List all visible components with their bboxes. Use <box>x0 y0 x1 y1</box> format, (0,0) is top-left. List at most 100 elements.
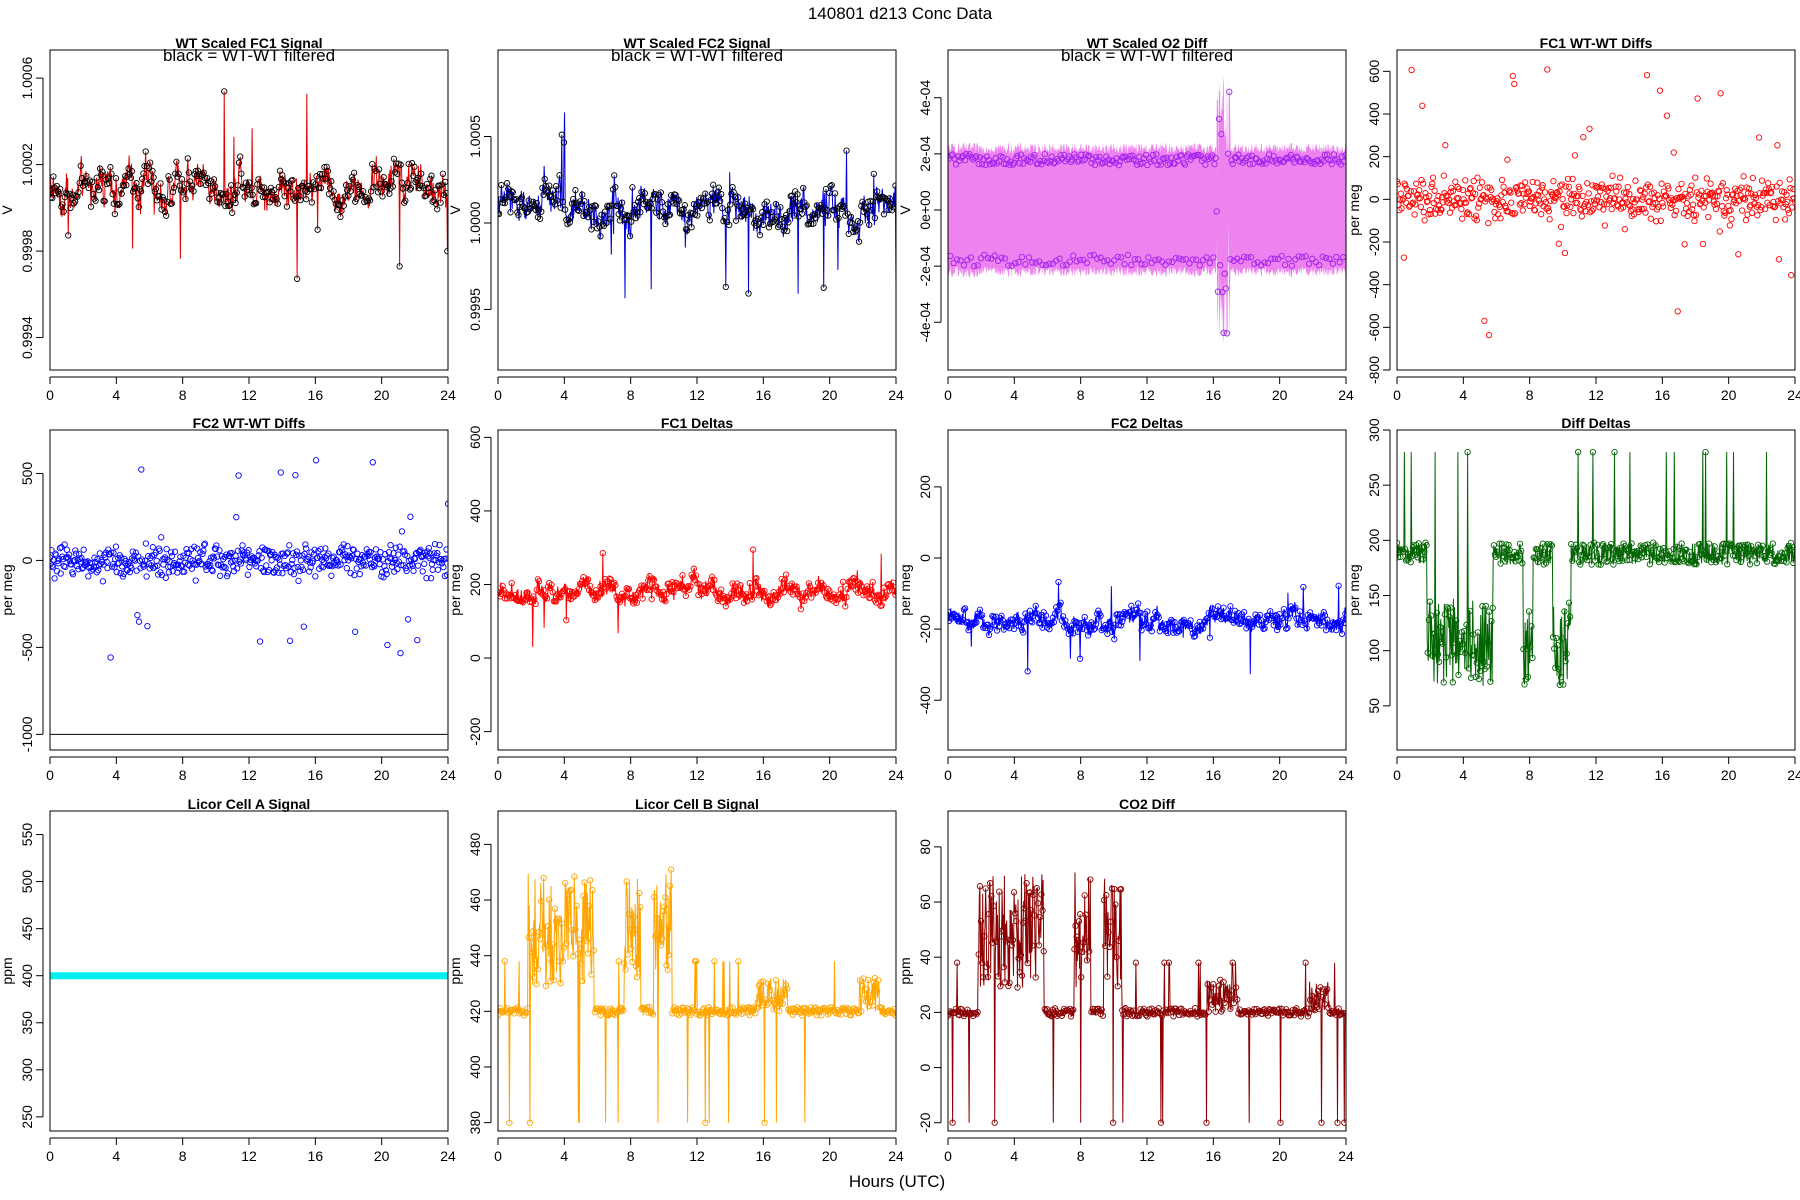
data-point <box>538 898 545 905</box>
data-point <box>950 259 957 267</box>
data-point <box>1722 195 1730 202</box>
data-point <box>421 560 428 567</box>
data-point <box>650 576 658 584</box>
data-point <box>1558 635 1566 642</box>
data-point <box>1669 201 1676 208</box>
data-point <box>1654 192 1661 199</box>
data-point <box>122 560 129 567</box>
data-point <box>1046 260 1053 267</box>
data-point <box>802 203 809 210</box>
data-point <box>56 544 64 552</box>
data-point <box>981 933 988 940</box>
data-point <box>1719 180 1727 187</box>
data-point <box>667 192 675 199</box>
x-tick-label: 24 <box>1338 387 1354 403</box>
data-point <box>990 160 997 167</box>
band-area <box>948 75 1346 345</box>
y-tick-label: 250 <box>1366 473 1382 497</box>
data-point <box>737 582 744 589</box>
data-point <box>348 552 356 560</box>
y-axis-label: per meg <box>447 564 463 615</box>
data-point <box>118 554 125 561</box>
data-point <box>1215 609 1223 616</box>
data-point <box>525 197 532 204</box>
data-point <box>1495 551 1502 558</box>
data-point <box>112 175 120 182</box>
data-point <box>508 579 515 587</box>
data-point <box>563 617 570 624</box>
data-point <box>1342 610 1346 618</box>
data-point <box>872 599 880 606</box>
data-point <box>315 184 322 191</box>
data-point <box>762 205 769 213</box>
data-point <box>631 926 638 933</box>
data-point <box>526 1119 534 1126</box>
data-point <box>1215 982 1223 989</box>
data-point <box>735 194 742 201</box>
data-point <box>534 965 542 973</box>
data-point <box>1574 199 1581 207</box>
data-point <box>92 197 99 204</box>
data-point <box>1213 208 1220 215</box>
data-point <box>1102 942 1109 950</box>
data-point <box>1563 650 1570 657</box>
data-point <box>1401 545 1409 553</box>
data-point <box>662 894 669 901</box>
data-point <box>244 183 252 190</box>
data-point <box>1220 329 1227 336</box>
data-point <box>657 189 664 196</box>
data-point <box>1505 208 1512 215</box>
data-point <box>1485 331 1493 339</box>
panel-title: FC1 Deltas <box>661 415 734 431</box>
data-point <box>1580 133 1587 141</box>
data-point <box>1426 192 1433 200</box>
data-point <box>1547 541 1554 548</box>
data-point <box>1772 216 1779 224</box>
data-point <box>94 184 101 191</box>
data-point <box>1459 640 1467 648</box>
data-point <box>1556 681 1563 688</box>
data-point <box>680 206 687 213</box>
data-point <box>429 566 436 573</box>
data-point <box>382 567 390 574</box>
data-point <box>1646 561 1653 568</box>
data-point <box>85 184 92 192</box>
data-point <box>1539 540 1546 547</box>
data-point <box>1162 261 1169 269</box>
data-point <box>818 1012 825 1019</box>
data-point <box>1320 609 1327 616</box>
data-point <box>956 1012 963 1019</box>
data-point <box>341 193 349 200</box>
y-tick-label: 0 <box>917 1063 933 1071</box>
data-point <box>1727 207 1734 214</box>
data-point <box>555 915 562 923</box>
data-point <box>312 181 319 188</box>
data-point <box>235 472 242 479</box>
data-point <box>1073 933 1080 940</box>
data-point <box>1031 912 1038 919</box>
data-point <box>1010 889 1018 896</box>
data-point <box>1524 185 1531 192</box>
data-point <box>1553 189 1560 197</box>
x-tick-label: 4 <box>1010 1148 1018 1164</box>
x-tick-label: 8 <box>627 387 635 403</box>
panel-title: Licor Cell B Signal <box>635 796 759 812</box>
data-point <box>321 163 328 171</box>
data-point <box>322 545 329 552</box>
data-point <box>65 232 72 239</box>
data-point <box>1620 189 1628 196</box>
data-point <box>50 194 56 202</box>
data-point <box>1580 542 1587 549</box>
data-point <box>1079 625 1086 632</box>
data-point <box>535 928 543 936</box>
data-point <box>868 207 875 214</box>
data-point <box>764 980 772 987</box>
data-point <box>181 568 188 575</box>
data-point <box>972 154 979 161</box>
x-tick-label: 24 <box>1787 767 1800 783</box>
data-point <box>786 208 793 215</box>
data-point <box>1094 610 1101 617</box>
data-point <box>1319 993 1326 1001</box>
data-point <box>557 594 564 601</box>
data-point <box>1437 623 1444 631</box>
